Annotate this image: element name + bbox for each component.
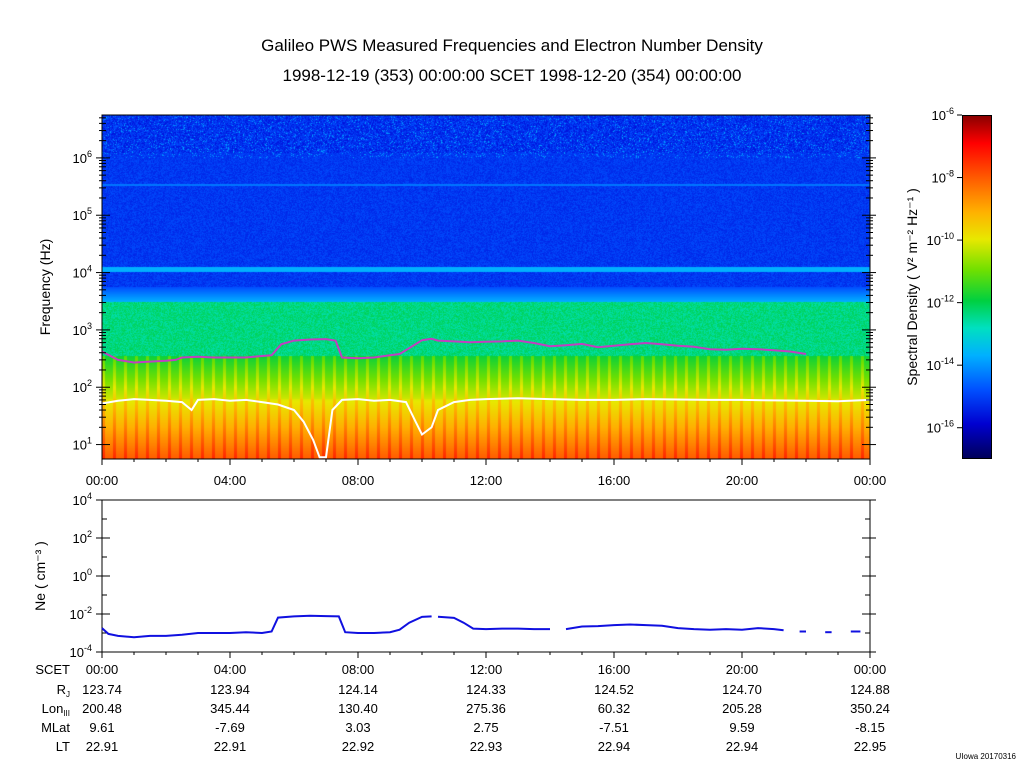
ephemeris-lt-value: 22.92 (342, 739, 375, 754)
ephemeris-mlat-value: -7.69 (215, 720, 245, 735)
colorbar-tick-label: 10-10 (927, 231, 954, 248)
ephemeris-label-lt: LT (56, 739, 70, 754)
footer-credit: UIowa 20170316 (955, 752, 1017, 761)
ephemeris-mlat-value: -7.51 (599, 720, 629, 735)
density-ytick-label: 104 (73, 491, 92, 508)
ephemeris-mlat-value: 9.59 (729, 720, 754, 735)
spectrogram-xtick-label: 16:00 (598, 473, 631, 488)
ephemeris-rj-value: 123.74 (82, 682, 122, 697)
ephemeris-label-rj: RJ (57, 682, 70, 699)
lower-frequency-trace (101, 397, 871, 459)
ephemeris-lt-value: 22.95 (854, 739, 887, 754)
ephemeris-lt-value: 22.94 (726, 739, 759, 754)
density-trace-segment (101, 614, 432, 639)
ephemeris-lt-value: 22.91 (214, 739, 247, 754)
spectrogram-ytick-label: 105 (73, 206, 92, 223)
spectrogram-xtick-label: 12:00 (470, 473, 503, 488)
ephemeris-scet-value: 04:00 (214, 662, 247, 677)
ephemeris-lon-value: 130.40 (338, 701, 378, 716)
ephemeris-lon-value: 350.24 (850, 701, 890, 716)
chart-title: Galileo PWS Measured Frequencies and Ele… (261, 36, 763, 55)
ephemeris-rj-value: 124.70 (722, 682, 762, 697)
ephemeris-mlat-value: -8.15 (855, 720, 885, 735)
ephemeris-lon-value: 275.36 (466, 701, 506, 716)
colorbar (962, 115, 992, 459)
colorbar-tick-label: 10-14 (927, 356, 954, 373)
density-trace-segment (437, 615, 550, 631)
chart-subtitle: 1998-12-19 (353) 00:00:00 SCET 1998-12-2… (282, 66, 742, 85)
spectrogram-ylabel: Frequency (Hz) (37, 239, 53, 335)
spectrogram-ytick-label: 106 (73, 149, 92, 166)
spectrogram-xtick-label: 00:00 (854, 473, 887, 488)
ephemeris-lt-value: 22.93 (470, 739, 503, 754)
colorbar-tick-label: 10-6 (932, 106, 954, 123)
ephemeris-rj-value: 124.52 (594, 682, 634, 697)
ephemeris-lon-value: 60.32 (598, 701, 631, 716)
ephemeris-lon-value: 200.48 (82, 701, 122, 716)
ephemeris-scet-value: 00:00 (86, 662, 119, 677)
ephemeris-mlat-value: 9.61 (89, 720, 114, 735)
ephemeris-lt-value: 22.91 (86, 739, 119, 754)
ephemeris-rj-value: 124.33 (466, 682, 506, 697)
density-ytick-label: 102 (73, 529, 92, 546)
spectrogram-xtick-label: 08:00 (342, 473, 375, 488)
ephemeris-label-lon: LonIII (42, 701, 70, 718)
colorbar-label: Spectral Density ( V² m⁻² Hz⁻¹ ) (904, 188, 920, 386)
ephemeris-label-scet: SCET (35, 662, 70, 677)
ephemeris-rj-value: 124.14 (338, 682, 378, 697)
ephemeris-mlat-value: 2.75 (473, 720, 498, 735)
colorbar-tick-label: 10-16 (927, 419, 954, 436)
colorbar-tick-label: 10-8 (932, 169, 954, 186)
spectrogram-xtick-label: 04:00 (214, 473, 247, 488)
spectrogram-ytick-label: 103 (73, 321, 92, 338)
ephemeris-lt-value: 22.94 (598, 739, 631, 754)
density-ylabel: Ne ( cm⁻³ ) (32, 541, 48, 611)
density-ytick-label: 10-2 (70, 605, 92, 622)
colorbar-tick-label: 10-12 (927, 294, 954, 311)
spectrogram-ytick-label: 101 (73, 436, 92, 453)
ephemeris-rj-value: 123.94 (210, 682, 250, 697)
spectrogram-xtick-label: 00:00 (86, 473, 119, 488)
ephemeris-scet-value: 12:00 (470, 662, 503, 677)
ephemeris-scet-value: 08:00 (342, 662, 375, 677)
ephemeris-scet-value: 16:00 (598, 662, 631, 677)
ephemeris-scet-value: 20:00 (726, 662, 759, 677)
ephemeris-mlat-value: 3.03 (345, 720, 370, 735)
spectrogram-frame (101, 114, 871, 460)
spectrogram-ytick-label: 104 (73, 264, 92, 281)
ephemeris-lon-value: 205.28 (722, 701, 762, 716)
density-trace-segment (565, 623, 784, 632)
upper-frequency-trace (102, 339, 854, 363)
ephemeris-scet-value: 00:00 (854, 662, 887, 677)
spectrogram-ytick-label: 102 (73, 378, 92, 395)
density-ytick-label: 100 (73, 567, 92, 584)
spectrogram-xtick-label: 20:00 (726, 473, 759, 488)
ephemeris-rj-value: 124.88 (850, 682, 890, 697)
ephemeris-label-mlat: MLat (41, 720, 70, 735)
density-ytick-label: 10-4 (70, 643, 92, 660)
ephemeris-lon-value: 345.44 (210, 701, 250, 716)
